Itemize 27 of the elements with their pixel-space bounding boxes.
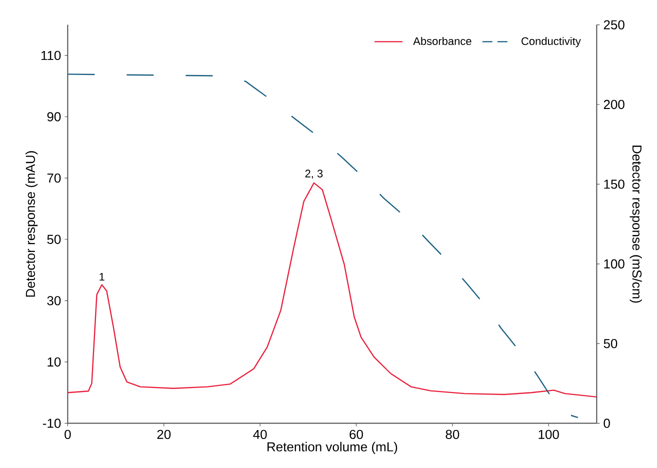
x-tick-label: 60 xyxy=(350,430,363,440)
y-tick-label: 90 xyxy=(47,112,61,122)
x-tick-label: 100 xyxy=(538,430,559,440)
y2-tick-label: 250 xyxy=(604,20,624,30)
y-tick-label: 50 xyxy=(47,234,61,244)
x-axis-title: Retention volume (mL) xyxy=(268,442,398,454)
x-tick-label: 0 xyxy=(64,430,71,440)
y2-tick-label: 50 xyxy=(604,338,618,348)
x-tick-label: 80 xyxy=(446,430,460,440)
y2-tick-label: 150 xyxy=(604,180,624,189)
y2-tick-label: 100 xyxy=(604,259,624,268)
x-tick-label: 40 xyxy=(253,430,267,440)
annotation: 2, 3 xyxy=(305,170,323,179)
y-tick-label: 30 xyxy=(47,296,61,306)
y2-tick-label: 0 xyxy=(604,418,610,428)
annotation: 1 xyxy=(100,272,104,281)
legend-label: Conductivity xyxy=(522,36,581,48)
y-tick-label: 10 xyxy=(48,357,61,367)
y-tick-label: -10 xyxy=(42,418,61,428)
line-series xyxy=(68,182,597,398)
y-tick-label: 70 xyxy=(47,173,61,183)
legend-label: Absorbance xyxy=(413,36,472,46)
x-tick-label: 20 xyxy=(157,430,171,440)
y2-axis-title: Detector response (mS/cm) xyxy=(630,146,642,303)
y2-tick-label: 200 xyxy=(604,100,624,110)
y-tick-label: 110 xyxy=(41,50,61,60)
y-axis-title: Detector response (mAU) xyxy=(25,151,38,297)
